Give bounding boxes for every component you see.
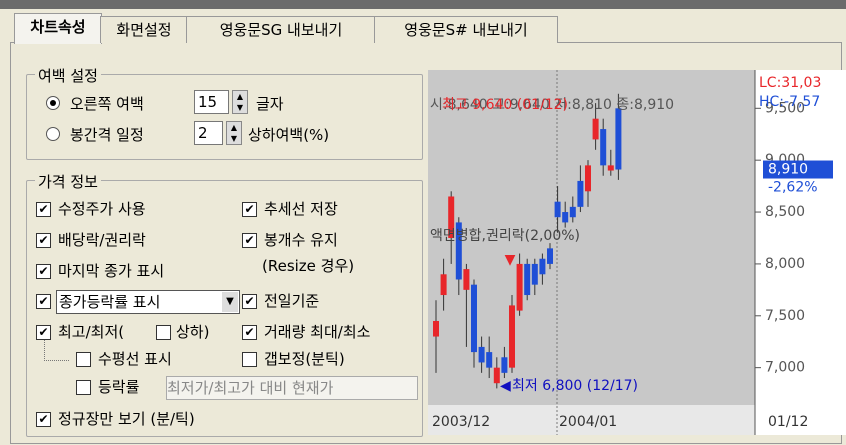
tree-line — [44, 340, 69, 361]
checkbox-label[interactable]: 수평선 표시 — [98, 350, 172, 368]
candle-body — [592, 118, 599, 140]
checkbox[interactable]: ✔ — [36, 325, 51, 340]
candle-body — [509, 305, 515, 368]
checkbox-label[interactable]: 배당락/권리락 — [58, 231, 146, 249]
candle-body — [569, 206, 576, 218]
note: (Resize 경우) — [262, 257, 355, 275]
checkbox[interactable]: ✔ — [36, 202, 51, 217]
checkbox-label[interactable]: 수정주가 사용 — [58, 200, 146, 218]
checkbox-label[interactable]: 등락률 — [98, 378, 140, 396]
arrow: ◀ — [500, 378, 511, 394]
candle-body — [577, 180, 584, 207]
candle-body — [547, 248, 553, 264]
date-label: 01/12 — [768, 414, 808, 430]
checkbox[interactable]: ✔ — [36, 264, 51, 279]
dropdown[interactable]: 최저가/최고가 대비 현재가 — [166, 376, 418, 400]
candle-body — [486, 352, 493, 368]
candle-body — [493, 367, 500, 384]
checkbox[interactable]: ✔ — [242, 202, 257, 217]
checkbox-label[interactable]: 봉개수 유지 — [264, 231, 338, 249]
candle-body — [433, 320, 439, 337]
checkbox[interactable] — [76, 380, 91, 395]
checkbox[interactable]: ✔ — [36, 233, 51, 248]
candle-body — [585, 165, 591, 192]
unit-label: 글자 — [256, 95, 284, 113]
lc-label: LC:31,03 — [759, 75, 821, 91]
checkbox-label[interactable]: 마지막 종가 표시 — [58, 262, 165, 280]
tab[interactable]: 화면설정 — [100, 16, 188, 43]
margin-group: 여백 설정 — [26, 65, 423, 160]
radio-label[interactable]: 오른쪽 여백 — [70, 95, 144, 113]
period-label: 2004/01 — [559, 414, 617, 430]
radio[interactable] — [46, 96, 60, 110]
candle-body — [478, 346, 485, 363]
candle-body — [562, 212, 569, 223]
checkbox[interactable]: ✔ — [36, 412, 51, 427]
hc-label: HC:-7,57 — [759, 94, 820, 110]
last-price-box — [763, 160, 833, 179]
checkbox-label[interactable]: 최고/최저( — [58, 323, 125, 341]
candle-body — [600, 129, 607, 166]
tab[interactable]: 차트속성 — [14, 13, 102, 44]
y-tick-label: 8,000 — [765, 256, 805, 272]
checkbox-label[interactable]: 거래량 최대/최소 — [264, 323, 371, 341]
change-label: -2,62% — [768, 180, 818, 196]
checkbox-label[interactable]: 전일기준 — [264, 292, 320, 310]
high-label: 최고 9,640 (01/12) — [442, 97, 568, 113]
checkbox[interactable]: ✔ — [36, 294, 51, 309]
candle-body — [615, 108, 622, 170]
checkbox[interactable]: ✔ — [242, 294, 257, 309]
y-tick-label: 7,500 — [765, 308, 805, 324]
checkbox-label[interactable]: 상하) — [176, 323, 210, 341]
spin-box[interactable]: 15 — [194, 90, 229, 114]
period-label: 2003/12 — [432, 414, 490, 430]
candle-body — [524, 263, 531, 296]
date-area — [428, 405, 755, 435]
arrow: ▼ — [505, 252, 516, 268]
candle-body — [471, 284, 477, 353]
dropdown[interactable]: 종가등락률 표시 — [56, 290, 240, 314]
radio-label[interactable]: 봉간격 일정 — [70, 126, 144, 144]
checkbox[interactable]: ✔ — [242, 325, 257, 340]
group-title: 가격 정보 — [35, 171, 101, 192]
checkbox-label[interactable]: 정규장만 보기 (분/틱) — [58, 410, 195, 428]
checkbox-label[interactable]: 갭보정(분틱) — [264, 350, 345, 368]
candle-body — [448, 196, 455, 238]
low-label: 최저 6,800 (12/17) — [512, 378, 638, 394]
tab[interactable]: 영웅문SG 내보내기 — [186, 16, 376, 43]
last-price: 8,910 — [768, 162, 808, 178]
y-tick-label: 8,500 — [765, 204, 805, 220]
candle-body — [554, 201, 561, 218]
unit-label: 상하여백(%) — [248, 126, 330, 144]
y-tick-label: 9,500 — [765, 100, 805, 116]
candle-body — [539, 258, 546, 275]
price-group: 가격 정보 — [26, 171, 423, 437]
candle-body — [455, 222, 462, 280]
event-label: 액면병합,권리락(2,00%) — [430, 228, 580, 244]
checkbox-label[interactable]: 추세선 저장 — [264, 200, 338, 218]
checkbox[interactable] — [156, 325, 171, 340]
candle-body — [531, 263, 538, 285]
candle-body — [440, 274, 447, 296]
y-tick-label: 7,000 — [765, 360, 805, 376]
candle-body — [516, 263, 523, 311]
checkbox[interactable] — [242, 352, 257, 367]
group-title: 여백 설정 — [35, 65, 101, 86]
candle-body — [463, 269, 470, 290]
title-bar — [0, 0, 846, 9]
tab[interactable]: 영웅문S# 내보내기 — [374, 16, 558, 43]
axis-area — [755, 70, 846, 435]
candle-body — [501, 357, 508, 373]
spin-box[interactable]: 2 — [194, 121, 223, 145]
radio[interactable] — [46, 127, 60, 141]
candle-body — [607, 165, 614, 171]
checkbox[interactable] — [76, 352, 91, 367]
dropdown-arrow[interactable]: ▼ — [222, 292, 238, 312]
ohlc-label: 시:8,640 고:9,640 저:8,810 종:8,910 — [430, 97, 674, 113]
spin-button[interactable]: ▲ ▼ — [232, 90, 248, 114]
checkbox[interactable]: ✔ — [242, 233, 257, 248]
spin-button[interactable]: ▲ ▼ — [226, 121, 242, 145]
